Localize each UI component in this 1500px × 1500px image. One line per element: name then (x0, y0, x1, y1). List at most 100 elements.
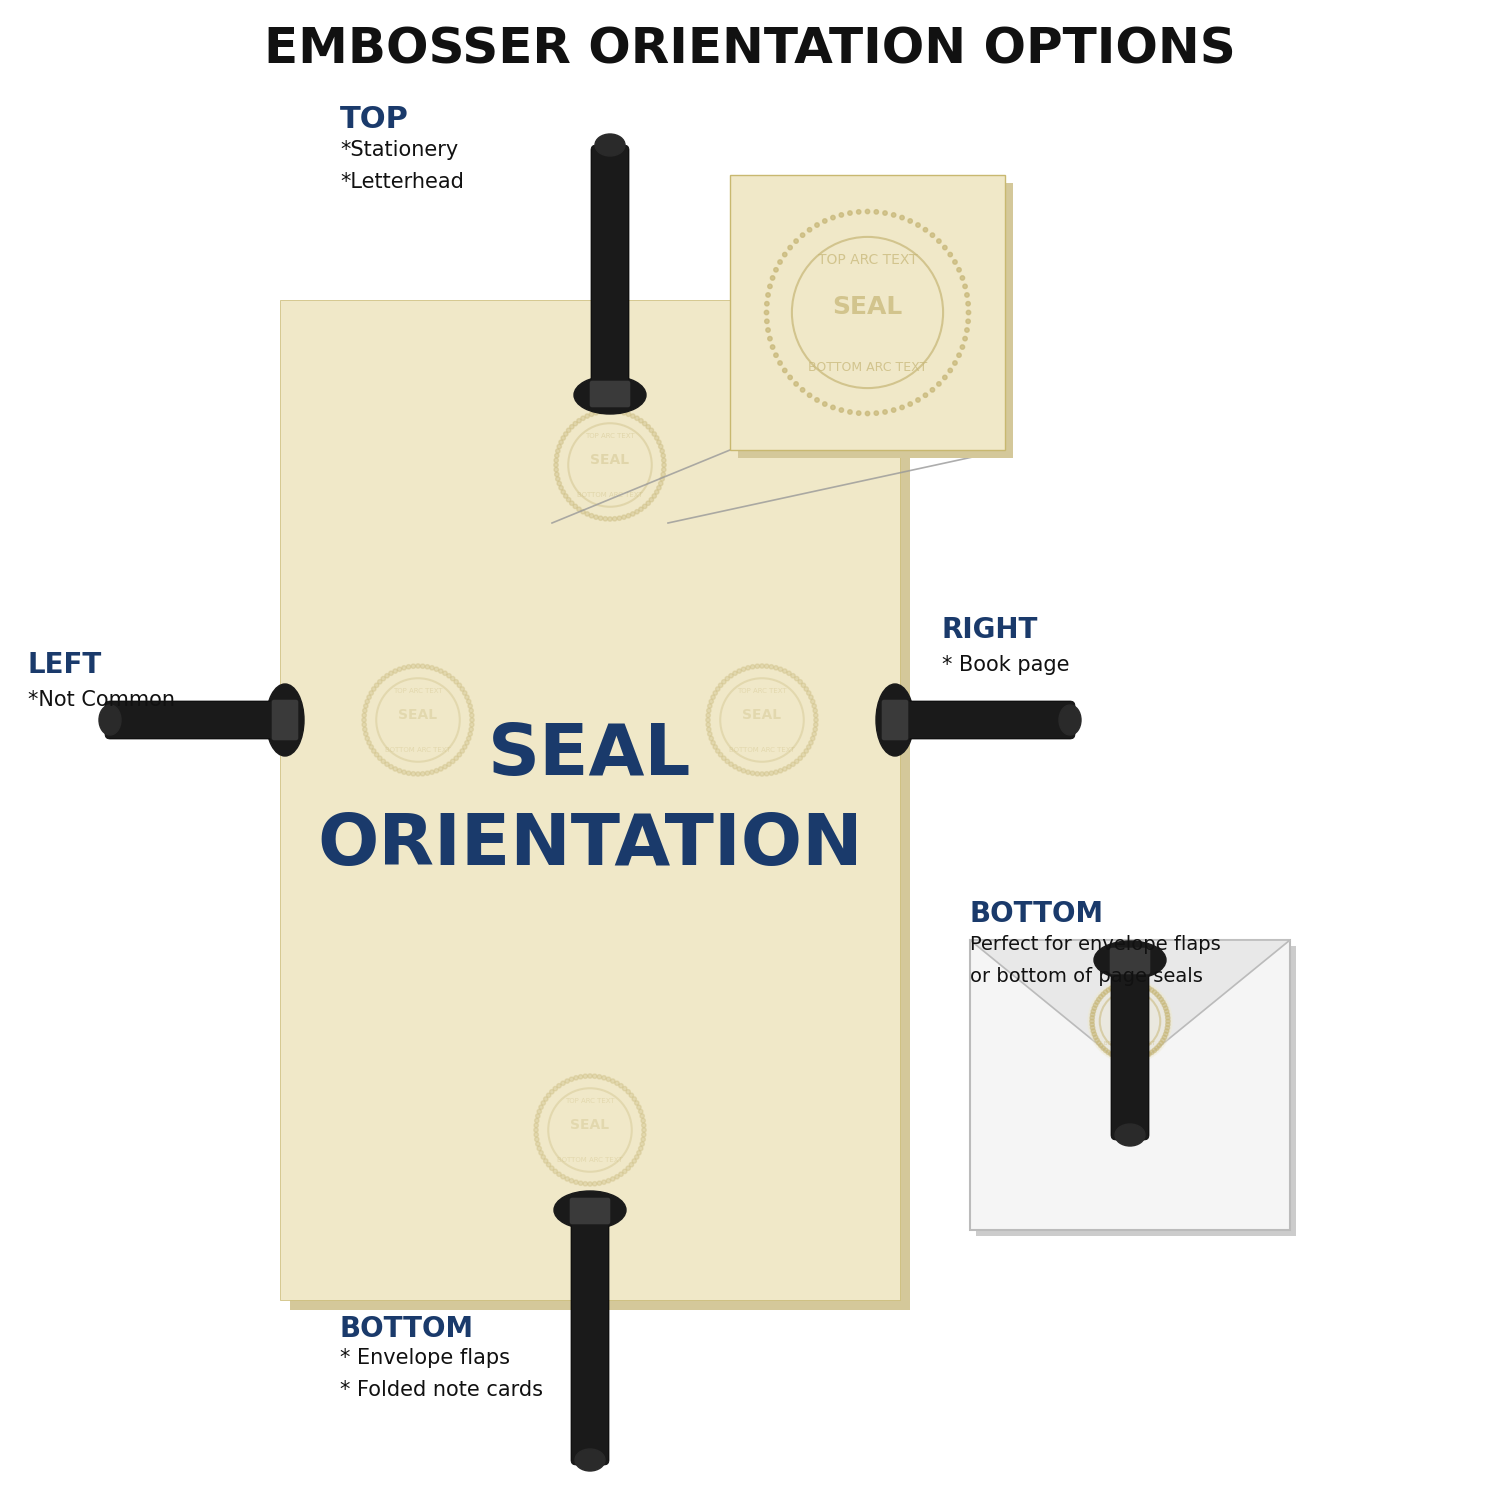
Circle shape (549, 1166, 554, 1170)
Circle shape (1114, 1054, 1119, 1059)
Circle shape (538, 1150, 543, 1155)
Circle shape (1090, 1013, 1095, 1017)
Circle shape (622, 1086, 627, 1090)
Circle shape (1148, 1052, 1150, 1056)
Circle shape (1164, 1010, 1168, 1014)
Circle shape (936, 238, 940, 243)
Circle shape (778, 768, 783, 772)
Circle shape (662, 472, 666, 477)
Circle shape (1149, 1050, 1154, 1054)
Circle shape (626, 1166, 630, 1170)
Circle shape (810, 699, 814, 703)
Circle shape (1101, 1046, 1106, 1050)
Circle shape (580, 416, 585, 420)
Circle shape (542, 1101, 546, 1106)
Circle shape (420, 664, 424, 669)
Circle shape (398, 668, 402, 672)
Circle shape (798, 680, 802, 684)
Circle shape (1148, 986, 1150, 990)
Text: ORIENTATION: ORIENTATION (316, 810, 862, 879)
Circle shape (724, 759, 729, 764)
Circle shape (554, 468, 558, 472)
Circle shape (1112, 984, 1116, 988)
Circle shape (778, 362, 782, 364)
Circle shape (807, 228, 812, 232)
Circle shape (468, 704, 472, 708)
Circle shape (442, 670, 447, 675)
Circle shape (718, 753, 723, 758)
Circle shape (462, 692, 466, 694)
Circle shape (542, 1155, 546, 1160)
Circle shape (722, 680, 726, 684)
Circle shape (566, 1176, 570, 1180)
Circle shape (706, 728, 711, 732)
Circle shape (1114, 984, 1119, 987)
Circle shape (580, 510, 585, 515)
Circle shape (813, 708, 818, 712)
FancyBboxPatch shape (591, 146, 628, 394)
Circle shape (813, 723, 818, 728)
Circle shape (1156, 1044, 1161, 1048)
Circle shape (381, 759, 386, 764)
Circle shape (640, 1142, 645, 1146)
Circle shape (564, 494, 568, 498)
Circle shape (363, 732, 368, 736)
Circle shape (891, 408, 896, 413)
Circle shape (378, 680, 382, 684)
Text: TOP: TOP (340, 105, 410, 134)
Circle shape (585, 512, 590, 516)
Circle shape (537, 1146, 542, 1150)
FancyBboxPatch shape (568, 1197, 610, 1225)
Circle shape (788, 670, 790, 675)
Circle shape (606, 1179, 610, 1184)
Circle shape (741, 668, 746, 672)
Circle shape (1098, 1044, 1102, 1048)
Circle shape (1164, 1029, 1168, 1033)
Circle shape (774, 352, 778, 357)
Circle shape (1131, 981, 1136, 986)
Circle shape (574, 1076, 578, 1080)
Circle shape (1106, 1050, 1110, 1054)
Circle shape (1118, 1056, 1122, 1060)
FancyBboxPatch shape (900, 700, 1076, 740)
Circle shape (768, 336, 772, 340)
Text: TOP ARC TEXT: TOP ARC TEXT (393, 688, 442, 694)
Circle shape (736, 766, 741, 771)
Circle shape (402, 666, 406, 670)
Circle shape (783, 252, 788, 257)
Text: BOTTOM ARC TEXT: BOTTOM ARC TEXT (556, 1156, 622, 1162)
Text: BOTTOM ARC TEXT: BOTTOM ARC TEXT (729, 747, 795, 753)
Circle shape (657, 440, 662, 444)
Circle shape (612, 516, 616, 520)
Circle shape (815, 224, 819, 226)
Text: TOP ARC TEXT: TOP ARC TEXT (585, 433, 634, 439)
Circle shape (627, 413, 630, 417)
Circle shape (808, 694, 813, 699)
Circle shape (368, 694, 372, 699)
Circle shape (368, 741, 372, 746)
Circle shape (363, 728, 368, 732)
Ellipse shape (1114, 1124, 1144, 1146)
Circle shape (1096, 998, 1101, 1002)
Circle shape (602, 1076, 606, 1080)
Circle shape (710, 699, 714, 703)
Circle shape (884, 410, 886, 414)
Circle shape (768, 284, 772, 288)
Circle shape (1108, 986, 1113, 990)
Circle shape (640, 1137, 645, 1142)
Circle shape (360, 662, 476, 778)
Circle shape (561, 436, 566, 439)
Circle shape (1096, 1041, 1101, 1046)
Circle shape (1156, 994, 1161, 999)
Text: SEAL: SEAL (570, 1118, 609, 1132)
Text: SEAL: SEAL (489, 720, 692, 789)
Circle shape (466, 736, 471, 741)
Circle shape (411, 771, 416, 776)
Circle shape (1104, 990, 1108, 994)
Circle shape (435, 668, 438, 672)
Circle shape (546, 1162, 550, 1167)
Text: *Letterhead: *Letterhead (340, 172, 464, 192)
Circle shape (627, 513, 630, 517)
Circle shape (1118, 982, 1122, 987)
Circle shape (381, 676, 386, 681)
